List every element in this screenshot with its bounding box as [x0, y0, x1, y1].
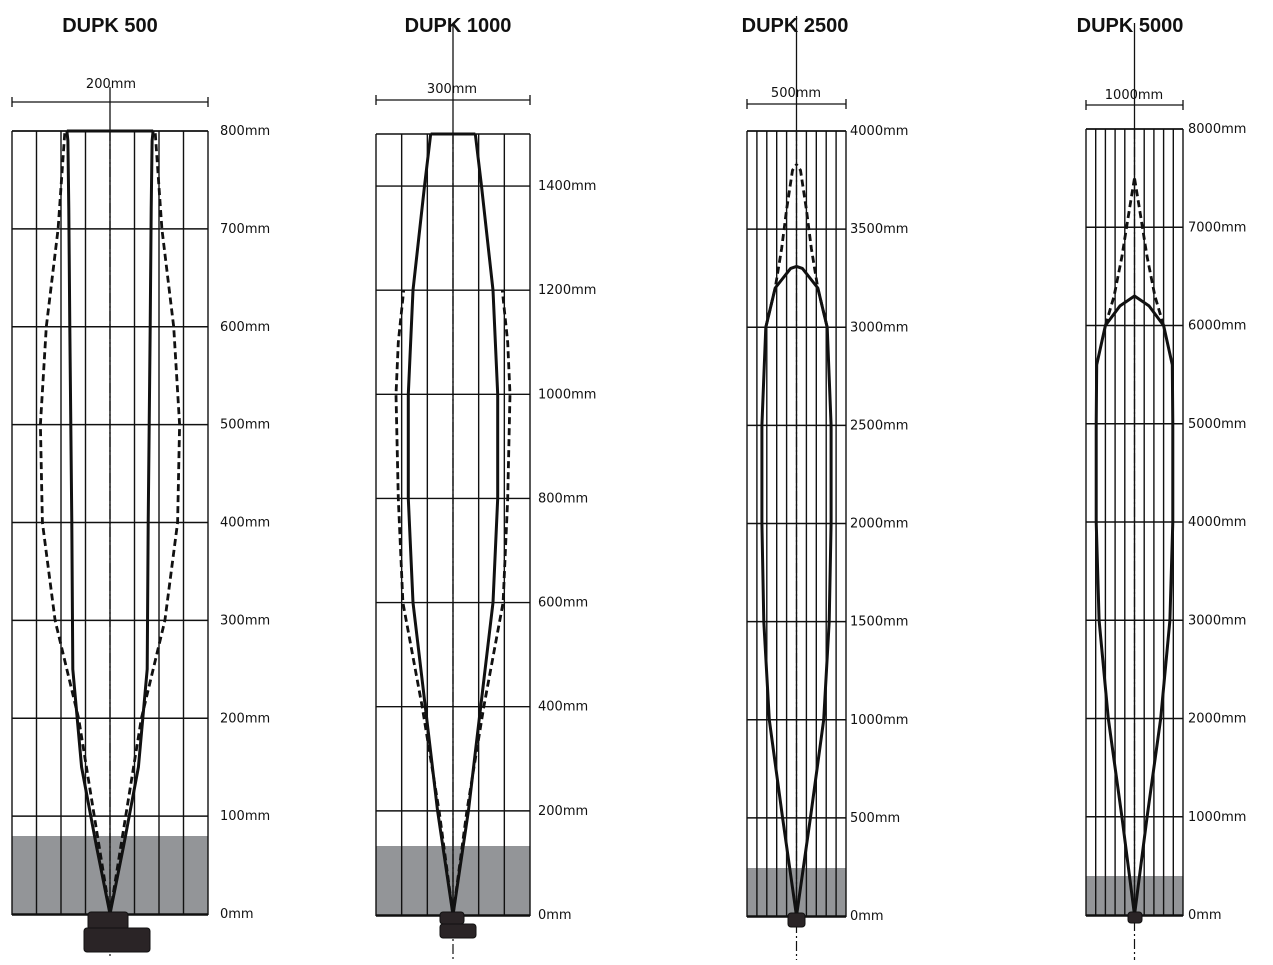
dashed-beam-curve-left — [764, 163, 798, 328]
dashed-beam-curve-right — [1133, 177, 1165, 326]
sensor-body — [87, 911, 129, 931]
y-tick-label: 7000mm — [1188, 220, 1246, 235]
y-tick-label: 300mm — [220, 613, 270, 628]
y-tick-label: 1200mm — [538, 283, 596, 298]
dashed-beam-curve-right — [451, 290, 512, 916]
y-tick-label: 0mm — [1188, 908, 1222, 923]
y-tick-label: 1500mm — [850, 615, 908, 630]
diagram-plot-3: 0mm 1000mm 2000mm 3000mm 4000mm 5000mm 6000mm 7… — [1085, 23, 1246, 960]
diagram-dupk-2500: DUPK 2500 500mm — [742, 15, 849, 101]
dashed-beam-curve-right — [795, 163, 829, 328]
y-tick-label: 4000mm — [1188, 515, 1246, 530]
y-tick-label: 1000mm — [1188, 810, 1246, 825]
y-tick-label: 400mm — [220, 516, 270, 531]
y-tick-label: 1000mm — [538, 387, 596, 402]
solid-beam-outline — [760, 264, 833, 918]
y-tick-label: 3500mm — [850, 222, 908, 237]
diagram-title: DUPK 5000 — [1077, 15, 1184, 37]
y-tick-label: 2500mm — [850, 418, 908, 433]
y-tick-label: 5000mm — [1188, 417, 1246, 432]
dashed-beam-curve-left — [38, 130, 112, 915]
y-tick-label: 2000mm — [1188, 712, 1246, 727]
y-tick-label: 200mm — [538, 804, 588, 819]
diagram-dupk-500: DUPK 500 200mm — [62, 15, 158, 92]
y-tick-label: 500mm — [220, 418, 270, 433]
diagram-plot-1: 0mm 200mm 400mm 600mm 800mm 1000mm 1200mm 1400m… — [375, 24, 596, 960]
y-tick-label: 4000mm — [850, 124, 908, 139]
y-tick-label: 0mm — [220, 907, 254, 922]
y-tick-label: 0mm — [538, 908, 572, 923]
sensor-body — [787, 912, 806, 928]
y-tick-label: 2000mm — [850, 517, 908, 532]
width-label: 300mm — [427, 82, 477, 97]
y-tick-label: 0mm — [850, 909, 884, 924]
diagram-plot-2: 0mm 500mm 1000mm 1500mm 2000mm 2500mm 3000mm 35… — [746, 16, 908, 961]
sensor-body — [83, 927, 151, 953]
y-tick-label: 600mm — [538, 596, 588, 611]
y-tick-label: 800mm — [220, 124, 270, 139]
width-label: 200mm — [86, 77, 136, 92]
diagram-plot-0: 0mm 100mm 200mm 300mm 400mm 500mm 600mm 700mm 80… — [11, 87, 270, 959]
diagram-title: DUPK 500 — [62, 15, 158, 37]
y-tick-label: 800mm — [538, 491, 588, 506]
dashed-beam-curve-left — [394, 290, 455, 916]
diagram-title: DUPK 2500 — [742, 15, 849, 37]
y-tick-label: 6000mm — [1188, 319, 1246, 334]
y-tick-label: 3000mm — [850, 320, 908, 335]
y-tick-label: 1000mm — [850, 713, 908, 728]
solid-beam-outline — [1094, 294, 1175, 917]
solid-beam-curve-right — [108, 130, 155, 915]
y-tick-label: 600mm — [220, 320, 270, 335]
dashed-beam-curve-left — [1104, 177, 1136, 326]
y-tick-label: 400mm — [538, 700, 588, 715]
y-tick-label: 700mm — [220, 222, 270, 237]
solid-beam-curve-left — [65, 130, 112, 915]
solid-beam-curve-right — [451, 133, 500, 916]
y-tick-label: 3000mm — [1188, 613, 1246, 628]
sensor-body — [1127, 911, 1143, 924]
y-tick-label: 500mm — [850, 811, 900, 826]
diagram-dupk-1000: DUPK 1000 300mm — [405, 15, 512, 97]
y-tick-label: 200mm — [220, 711, 270, 726]
sensor-body — [439, 911, 465, 925]
sensor-body — [439, 923, 477, 939]
y-tick-label: 100mm — [220, 809, 270, 824]
solid-beam-curve-left — [406, 133, 455, 916]
y-tick-label: 8000mm — [1188, 122, 1246, 137]
dashed-beam-curve-right — [108, 130, 182, 915]
diagram-dupk-5000: DUPK 5000 1000mm — [1077, 15, 1184, 103]
y-tick-label: 1400mm — [538, 179, 596, 194]
diagram-title: DUPK 1000 — [405, 15, 512, 37]
